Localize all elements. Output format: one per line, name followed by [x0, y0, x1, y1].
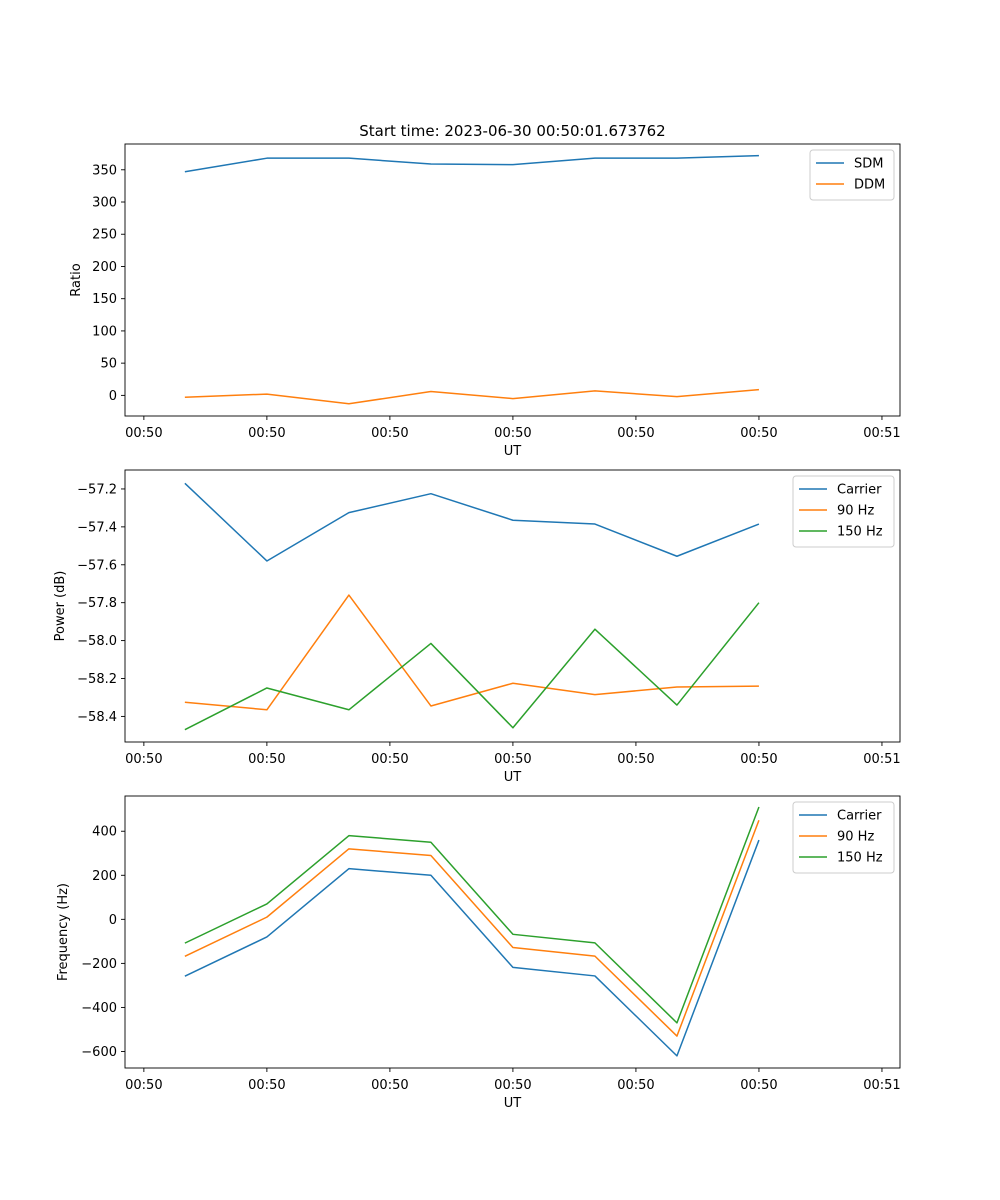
x-tick-label: 00:50: [494, 752, 531, 767]
y-tick-label: −57.8: [77, 596, 117, 611]
y-tick-label: −57.4: [77, 520, 117, 535]
y-tick-label: 150: [92, 292, 117, 307]
frequency-panel: 00:50 00:50 00:50 00:50 00:50 00:50 00:51 400 20…: [56, 795, 901, 1111]
x-tick-label: 00:50: [371, 426, 408, 441]
y-tick-label: 100: [92, 324, 117, 339]
y-tick-label: 200: [92, 869, 117, 884]
x-tick-label: 00:50: [125, 426, 162, 441]
x-tick-label: 00:51: [863, 426, 900, 441]
x-tick-label: 00:50: [617, 1078, 654, 1093]
series-line-carrier: [184, 839, 760, 1057]
x-tick-label: 00:50: [125, 1078, 162, 1093]
y-tick-label: 350: [92, 163, 117, 178]
x-axis-label: UT: [504, 1096, 522, 1111]
x-tick-label: 00:50: [740, 752, 777, 767]
y-axis-label: Power (dB): [53, 571, 68, 642]
x-tick-label: 00:51: [863, 1078, 900, 1093]
series-line-150-hz: [184, 806, 760, 1024]
y-axis-label: Ratio: [69, 263, 84, 296]
x-tick-label: 00:50: [371, 752, 408, 767]
x-tick-label: 00:50: [617, 426, 654, 441]
y-tick-label: −58.4: [77, 710, 117, 725]
series-line-carrier: [184, 482, 760, 562]
x-tick-label: 00:50: [125, 752, 162, 767]
y-tick-label: −400: [81, 1001, 117, 1016]
x-tick-label: 00:50: [617, 752, 654, 767]
y-tick-label: 0: [109, 389, 117, 404]
y-tick-label: 300: [92, 196, 117, 211]
x-tick-label: 00:50: [248, 426, 285, 441]
y-tick-label: −600: [81, 1045, 117, 1060]
y-tick-label: −58.2: [77, 672, 117, 687]
x-tick-label: 00:50: [248, 752, 285, 767]
legend-label: 150 Hz: [837, 525, 883, 540]
legend-label: 90 Hz: [837, 830, 874, 845]
legend-label: 90 Hz: [837, 504, 874, 519]
x-tick-label: 00:50: [740, 426, 777, 441]
y-tick-label: −58.0: [77, 634, 117, 649]
legend-label: Carrier: [837, 809, 882, 824]
x-tick-label: 00:51: [863, 752, 900, 767]
y-tick-label: −200: [81, 957, 117, 972]
y-tick-label: 50: [100, 357, 117, 372]
figure-title: Start time: 2023-06-30 00:50:01.673762: [359, 122, 665, 140]
x-tick-label: 00:50: [248, 1078, 285, 1093]
x-tick-label: 00:50: [371, 1078, 408, 1093]
x-axis-label: UT: [504, 770, 522, 785]
legend-box: [792, 801, 895, 874]
series-line-90-hz: [184, 819, 760, 1037]
series-line-ddm: [184, 388, 760, 405]
x-tick-label: 00:50: [494, 426, 531, 441]
y-tick-label: −57.6: [77, 558, 117, 573]
power-panel: 00:50 00:50 00:50 00:50 00:50 00:50 00:51 −57.2…: [53, 469, 901, 785]
series-line-sdm: [184, 154, 759, 173]
legend: Carrier 90 Hz 150 Hz: [792, 801, 895, 874]
legend: Carrier 90 Hz 150 Hz: [792, 475, 895, 548]
legend-label: 150 Hz: [837, 851, 883, 866]
series-line-90-hz: [184, 594, 759, 711]
x-tick-label: 00:50: [494, 1078, 531, 1093]
legend-box: [792, 475, 895, 548]
legend: SDM DDM: [809, 149, 895, 201]
legend-label: DDM: [854, 178, 885, 193]
y-tick-label: 200: [92, 260, 117, 275]
legend-label: Carrier: [837, 483, 882, 498]
series-line-150-hz: [184, 602, 760, 731]
x-tick-label: 00:50: [740, 1078, 777, 1093]
y-tick-label: 400: [92, 825, 117, 840]
ratio-panel: 00:50 00:50 00:50 00:50 00:50 00:50 00:51 0 50 10…: [69, 143, 901, 459]
y-tick-label: 0: [109, 913, 117, 928]
y-tick-label: −57.2: [77, 482, 117, 497]
x-axis-label: UT: [504, 444, 522, 459]
y-axis-label: Frequency (Hz): [56, 883, 71, 981]
y-tick-label: 250: [92, 228, 117, 243]
legend-label: SDM: [854, 157, 883, 172]
